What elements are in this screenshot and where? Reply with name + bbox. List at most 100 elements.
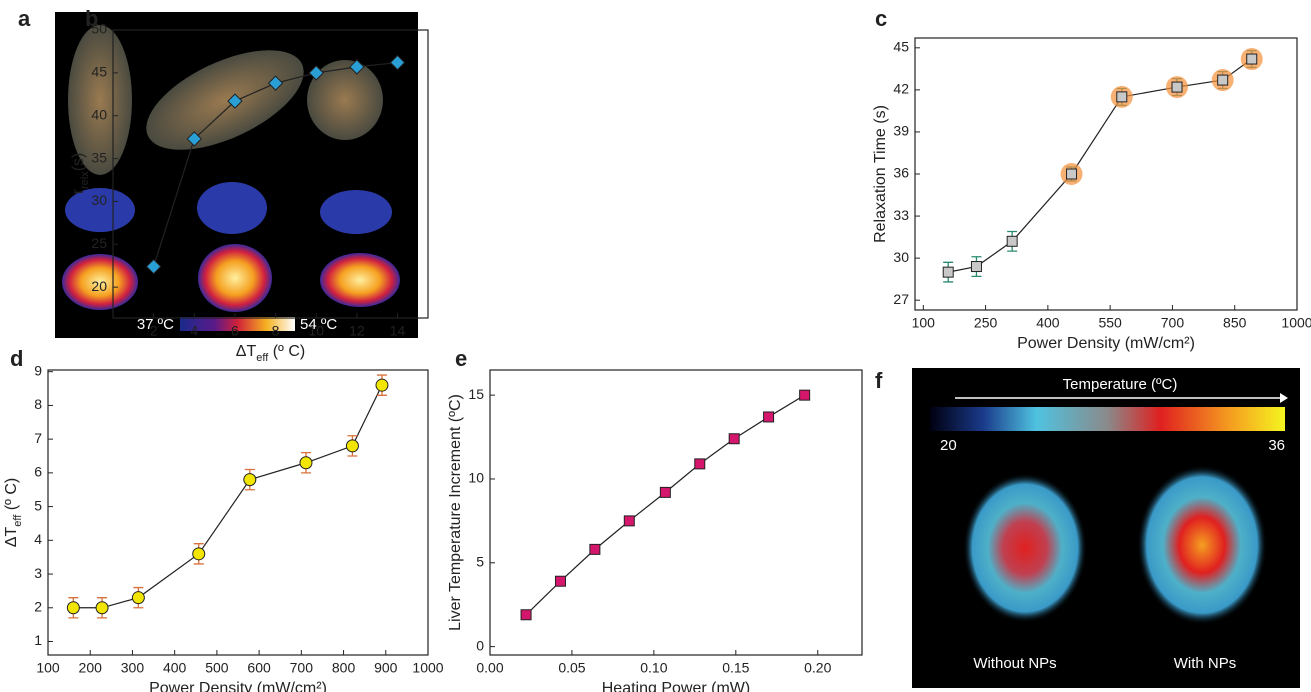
liver (320, 190, 392, 234)
series-line (948, 58, 1253, 273)
y-tick-label: 9 (34, 362, 42, 378)
marker (554, 575, 566, 587)
y-tick-label: 35 (91, 149, 107, 165)
plot-frame (489, 369, 863, 656)
x-tick-label: 0.10 (640, 660, 667, 676)
liver (65, 188, 135, 232)
marker (243, 473, 257, 487)
scale-max: 54 ºC (300, 316, 337, 333)
y-tick-label: 3 (34, 565, 42, 581)
marker (267, 75, 284, 91)
scale-title: Temperature (ºC) (1063, 376, 1178, 393)
y-axis-title: ΔTeff (º C) (3, 478, 24, 547)
y-axis-title: Relaxation Time (s) (872, 105, 889, 243)
caption: Without NPs (973, 655, 1056, 672)
y-tick-label: 45 (91, 64, 107, 80)
marker (1006, 235, 1018, 247)
x-axis-title: ΔTeff (º C) (236, 343, 305, 364)
plot-frame (112, 29, 429, 319)
marker (942, 266, 954, 278)
x-tick-label: 6 (231, 323, 239, 339)
x-tick-label: 10 (308, 323, 324, 339)
marker (308, 65, 324, 81)
marker (375, 378, 389, 392)
scale-min: 37 ºC (137, 316, 174, 333)
marker (227, 93, 243, 109)
marker (145, 258, 162, 275)
scale-max: 36 (1268, 437, 1285, 454)
marker (799, 389, 811, 401)
plot-frame (47, 369, 429, 656)
x-tick-label: 12 (349, 323, 365, 339)
x-tick-label: 100 (912, 315, 936, 331)
marker (389, 54, 406, 71)
y-tick-label: 8 (34, 396, 42, 412)
y-tick-label: 30 (91, 192, 107, 208)
y-tick-label: 33 (893, 207, 909, 223)
panel-label: b (85, 6, 98, 31)
panel-label: c (875, 6, 887, 31)
x-axis-title: Power Density (mW/cm²) (1017, 335, 1195, 352)
marker (95, 601, 109, 615)
marker (1246, 53, 1258, 65)
x-tick-label: 100 (36, 660, 60, 676)
liver-heat (198, 244, 272, 312)
marker (659, 486, 671, 498)
x-tick-label: 700 (290, 660, 314, 676)
x-tick-label: 2 (150, 323, 158, 339)
marker (299, 456, 313, 470)
marker (728, 433, 740, 445)
scale-min: 20 (940, 437, 957, 454)
y-tick-label: 15 (468, 386, 484, 402)
marker (589, 543, 601, 555)
marker (1217, 74, 1229, 86)
colorbar (180, 317, 295, 331)
x-tick-label: 4 (190, 323, 198, 339)
x-tick-label: 0.20 (804, 660, 831, 676)
y-tick-label: 36 (893, 165, 909, 181)
marker (192, 547, 206, 561)
marker (970, 261, 982, 273)
x-tick-label: 300 (121, 660, 145, 676)
marker (694, 458, 706, 470)
liver (197, 182, 267, 234)
marker (349, 59, 365, 75)
y-axis-title: Liver Temperature Increment (ºC) (447, 394, 464, 631)
panel-label: e (455, 346, 467, 371)
marker (763, 411, 775, 423)
x-tick-label: 8 (272, 323, 280, 339)
panel-label: a (18, 6, 31, 31)
y-tick-label: 0 (476, 637, 484, 653)
mouse (146, 50, 304, 150)
x-tick-label: 14 (390, 323, 406, 339)
y-axis-title-part: eff (12, 514, 24, 527)
y-tick-label: 50 (91, 21, 107, 37)
marker (1171, 81, 1183, 93)
x-tick-label: 250 (974, 315, 998, 331)
y-axis-title-part: τ (70, 188, 87, 195)
y-axis-title-part: (º C) (3, 478, 20, 515)
marker (131, 591, 145, 605)
y-tick-label: 25 (91, 235, 107, 251)
x-tick-label: 0.05 (558, 660, 585, 676)
thermal-blob (1137, 465, 1267, 625)
x-tick-label: 500 (205, 660, 229, 676)
y-tick-label: 10 (468, 470, 484, 486)
y-axis-title: τrelx(s) (70, 153, 91, 196)
x-tick-label: 1000 (1281, 315, 1311, 331)
x-tick-label: 600 (247, 660, 271, 676)
x-tick-label: 400 (1036, 315, 1060, 331)
x-axis-title-part: ΔT (236, 343, 257, 360)
x-axis-title-part: (º C) (268, 343, 305, 360)
y-tick-label: 5 (34, 497, 42, 513)
x-tick-label: 900 (374, 660, 398, 676)
y-tick-label: 45 (893, 39, 909, 55)
y-tick-label: 27 (893, 291, 909, 307)
arrow-head (1280, 393, 1288, 403)
x-tick-label: 550 (1098, 315, 1122, 331)
y-tick-label: 1 (34, 632, 42, 648)
x-tick-label: 200 (79, 660, 103, 676)
y-tick-label: 6 (34, 464, 42, 480)
y-tick-label: 42 (893, 81, 909, 97)
